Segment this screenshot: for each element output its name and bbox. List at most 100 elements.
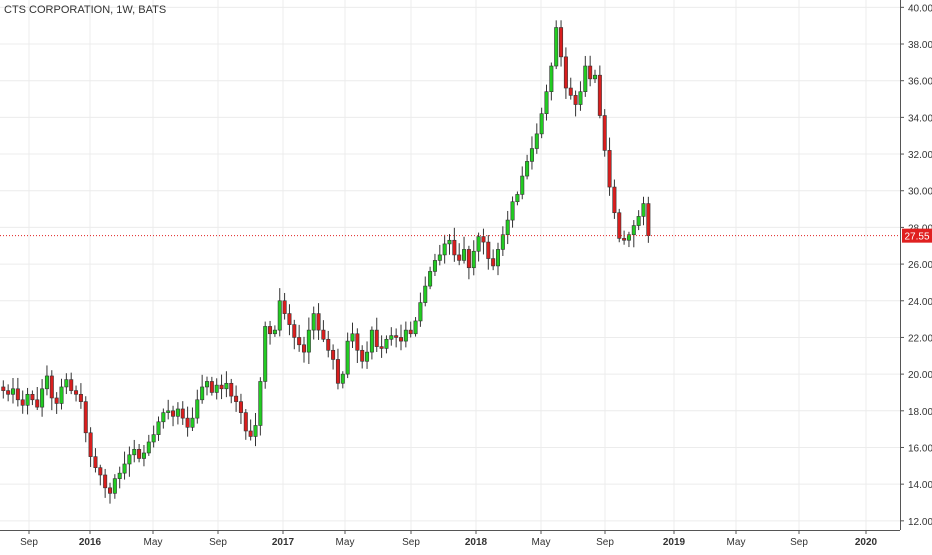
candle [25, 387, 30, 415]
candle-body [306, 329, 311, 353]
candle-body [98, 467, 103, 476]
candle-body [345, 340, 350, 375]
candle-body [205, 381, 210, 388]
candle-body [428, 271, 433, 287]
candle-body [166, 410, 171, 413]
candle-body [272, 329, 277, 335]
candle-body [219, 384, 224, 390]
candle [161, 408, 166, 429]
candle-body [481, 236, 486, 243]
last-price-label-bg [902, 228, 932, 243]
candle-body [78, 393, 83, 402]
candle-body [525, 161, 530, 177]
candle-body [282, 300, 287, 314]
candle [350, 322, 355, 348]
candle [185, 406, 190, 437]
candle [481, 228, 486, 255]
candle-body [15, 388, 20, 401]
candle-body [389, 335, 394, 340]
y-tick-label: 18.00 [908, 407, 932, 418]
candle-body [268, 326, 273, 335]
candle [15, 377, 20, 407]
candle [520, 166, 525, 200]
candle-body [112, 478, 117, 494]
candle [117, 466, 122, 489]
candle [374, 317, 379, 353]
candle [462, 236, 467, 264]
candle [306, 317, 311, 364]
candle-body [200, 386, 205, 401]
y-tick-label: 12.00 [908, 517, 932, 528]
candle [258, 377, 263, 436]
candle-body [418, 302, 423, 322]
candle-body [379, 346, 384, 349]
candle [515, 191, 520, 206]
candle-body [384, 338, 389, 349]
candle [83, 396, 88, 443]
candle [408, 321, 413, 338]
y-tick-label: 24.00 [908, 297, 932, 308]
candle-body [413, 320, 418, 335]
candle [301, 336, 306, 363]
candle-body [612, 186, 617, 214]
candle [476, 232, 481, 262]
grid [0, 0, 900, 530]
candle [602, 109, 607, 157]
x-tick-label: Sep [402, 537, 420, 548]
candle-body [442, 243, 447, 256]
candle-body [466, 249, 471, 269]
candle [297, 324, 302, 352]
candle-body [214, 384, 219, 393]
candle [268, 320, 273, 345]
candle [74, 385, 79, 402]
y-tick-label: 22.00 [908, 333, 932, 344]
y-tick-label: 34.00 [908, 113, 932, 124]
x-tick-label: 2020 [855, 537, 878, 548]
candle [394, 328, 399, 348]
candle-body [476, 236, 481, 252]
candle-body [74, 390, 79, 395]
candle-body [108, 487, 113, 494]
candle-body [180, 408, 185, 419]
y-tick-label: 40.00 [908, 3, 932, 14]
candle [549, 62, 554, 101]
candle [122, 451, 127, 480]
candle-body [500, 234, 505, 250]
candle-body [403, 329, 408, 342]
candle-body [491, 258, 496, 267]
candle-body [25, 393, 30, 406]
candle-body [224, 382, 229, 390]
candle-body [549, 65, 554, 92]
candle-body [238, 401, 243, 413]
candle-body [544, 91, 549, 115]
candle [510, 196, 515, 228]
candle-body [423, 285, 428, 303]
candle-body [321, 329, 326, 340]
candle-body [495, 249, 500, 267]
candle-body [355, 333, 360, 351]
candle-body [248, 430, 253, 437]
candle-body [340, 373, 345, 384]
x-tick-label: 2019 [663, 537, 686, 548]
candle [229, 378, 234, 404]
candle [365, 341, 370, 369]
candles [1, 20, 651, 504]
candle-body [607, 150, 612, 188]
candle [64, 373, 69, 395]
x-tick-label: Sep [20, 537, 38, 548]
candle-body [263, 326, 268, 382]
candle [413, 317, 418, 337]
candle-body [486, 241, 491, 259]
candle [607, 137, 612, 196]
candle-body [6, 390, 11, 395]
candle [622, 230, 627, 245]
candle-body [622, 238, 627, 241]
candle [316, 303, 321, 340]
chart-title: CTS CORPORATION, 1W, BATS [4, 4, 167, 16]
candle [326, 330, 331, 358]
candle [93, 448, 98, 473]
candle [146, 434, 151, 456]
candle-body [539, 113, 544, 135]
candle-body [54, 397, 59, 404]
